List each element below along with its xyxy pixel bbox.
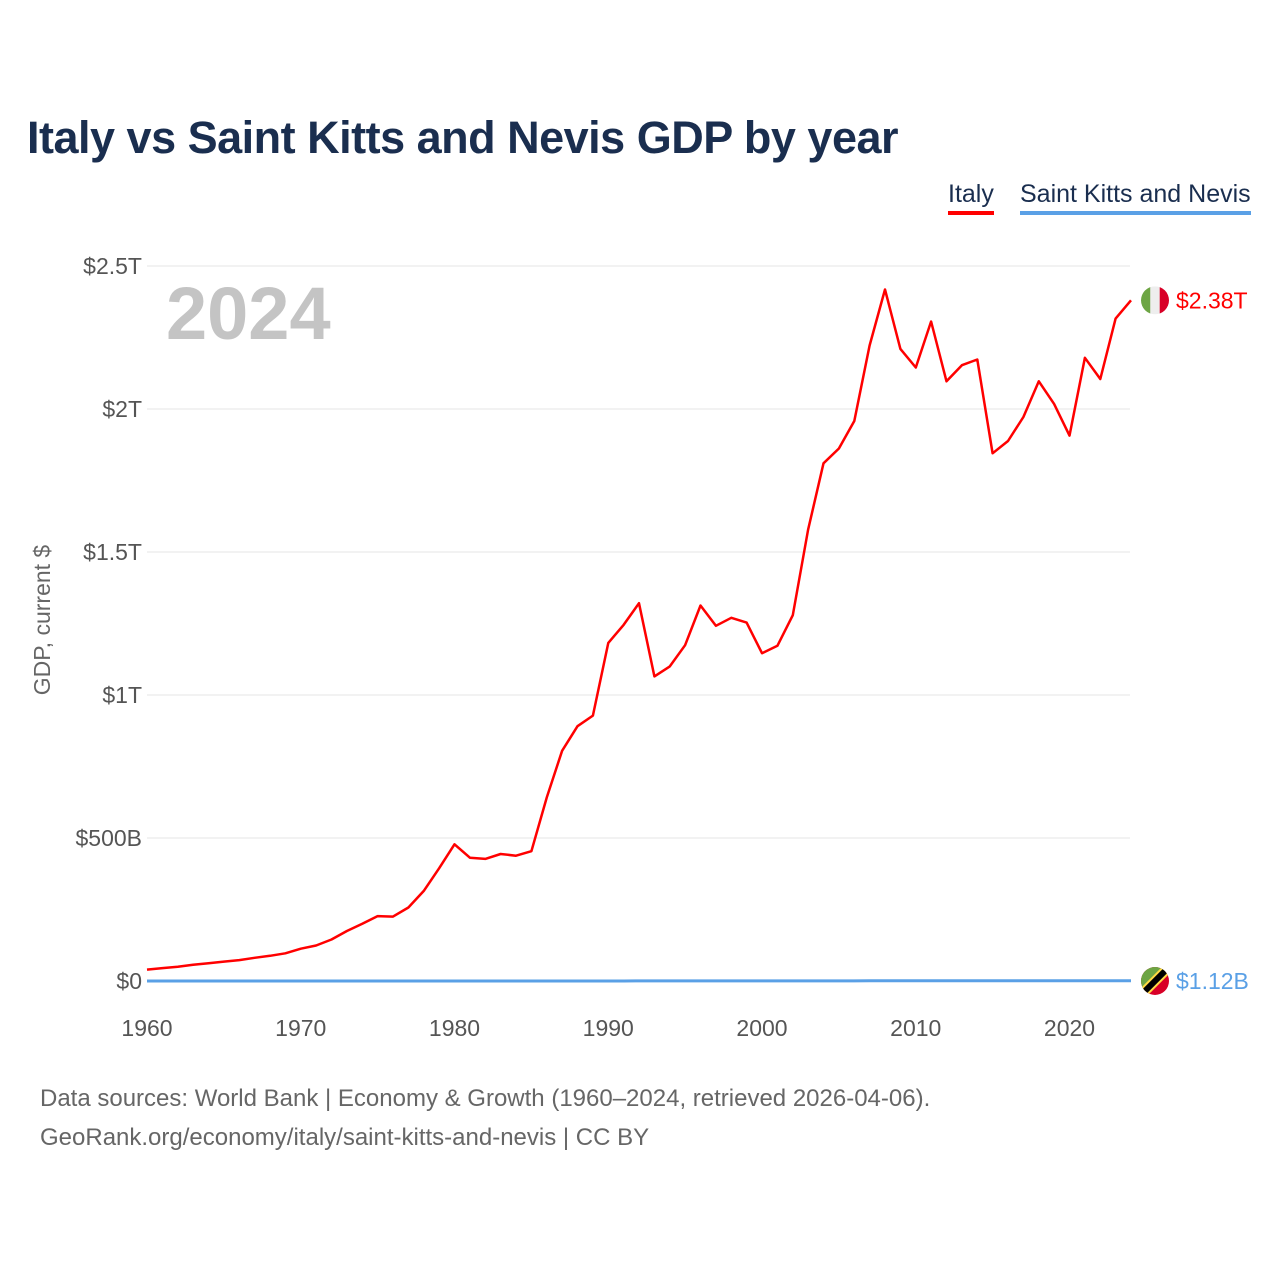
legend-italy[interactable]: Italy: [948, 180, 994, 215]
x-tick-label: 2000: [736, 1015, 787, 1041]
x-tick-label: 2010: [890, 1015, 941, 1041]
flag-stripe: [1159, 286, 1169, 315]
footer-sources: Data sources: World Bank | Economy & Gro…: [40, 1085, 931, 1112]
x-tick-label: 1990: [583, 1015, 634, 1041]
y-tick-label: $2T: [102, 396, 142, 422]
saint-kitts-and-nevis-flag-icon: [1141, 967, 1169, 995]
year-label: 2024: [166, 272, 331, 355]
y-tick-label: $1.5T: [83, 539, 142, 565]
y-tick-label: $0: [116, 968, 142, 994]
chart-title: Italy vs Saint Kitts and Nevis GDP by ye…: [27, 112, 899, 163]
x-tick-label: 2020: [1044, 1015, 1095, 1041]
italy-flag-icon: [1141, 286, 1169, 315]
flag-stripe: [1141, 286, 1151, 315]
y-tick-label: $2.5T: [83, 253, 142, 279]
flag-stripe: [1150, 286, 1160, 315]
footer-credit: GeoRank.org/economy/italy/saint-kitts-an…: [40, 1124, 650, 1151]
y-tick-label: $1T: [102, 682, 142, 708]
y-tick-label: $500B: [75, 825, 142, 851]
italy-end-value: $2.38T: [1176, 287, 1248, 313]
x-tick-label: 1970: [275, 1015, 326, 1041]
y-axis-label: GDP, current $: [29, 545, 55, 696]
x-tick-label: 1960: [121, 1015, 172, 1041]
legend-saint-kitts-and-nevis[interactable]: Saint Kitts and Nevis: [1020, 180, 1251, 215]
series-line-italy: [146, 288, 1132, 971]
saint-kitts-and-nevis-end-value: $1.12B: [1176, 968, 1249, 994]
x-tick-label: 1980: [429, 1015, 480, 1041]
